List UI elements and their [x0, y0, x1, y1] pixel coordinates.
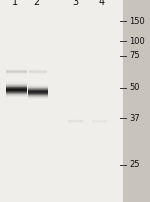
Text: 37: 37	[129, 114, 140, 123]
Bar	[28, 89, 48, 90]
Text: 3: 3	[72, 0, 78, 7]
Text: 100: 100	[129, 37, 145, 46]
Text: 4: 4	[99, 0, 105, 7]
Bar	[28, 94, 48, 95]
Bar	[6, 86, 27, 87]
Text: 150: 150	[129, 17, 145, 26]
Bar	[6, 87, 27, 88]
Bar	[6, 85, 27, 86]
Bar	[6, 84, 27, 85]
Text: 1: 1	[12, 0, 18, 7]
Text: 2: 2	[33, 0, 39, 7]
Bar	[28, 93, 48, 94]
Bar	[28, 90, 48, 91]
Text: 25: 25	[129, 160, 140, 169]
Bar	[28, 86, 48, 87]
Bar	[28, 87, 48, 88]
Bar	[6, 90, 27, 91]
Bar	[6, 93, 27, 94]
Bar	[0, 0, 123, 202]
Bar	[28, 85, 48, 86]
Bar	[6, 83, 27, 84]
Bar	[28, 91, 48, 92]
Bar	[28, 96, 48, 97]
Text: 75: 75	[129, 51, 140, 60]
Bar	[6, 88, 27, 89]
Bar	[28, 95, 48, 96]
Bar	[28, 98, 48, 99]
Bar	[6, 96, 27, 97]
Bar	[28, 92, 48, 93]
Bar	[6, 82, 27, 83]
Bar	[6, 92, 27, 93]
Bar	[28, 97, 48, 98]
Bar	[6, 95, 27, 96]
Text: 50: 50	[129, 83, 140, 92]
Bar	[28, 88, 48, 89]
